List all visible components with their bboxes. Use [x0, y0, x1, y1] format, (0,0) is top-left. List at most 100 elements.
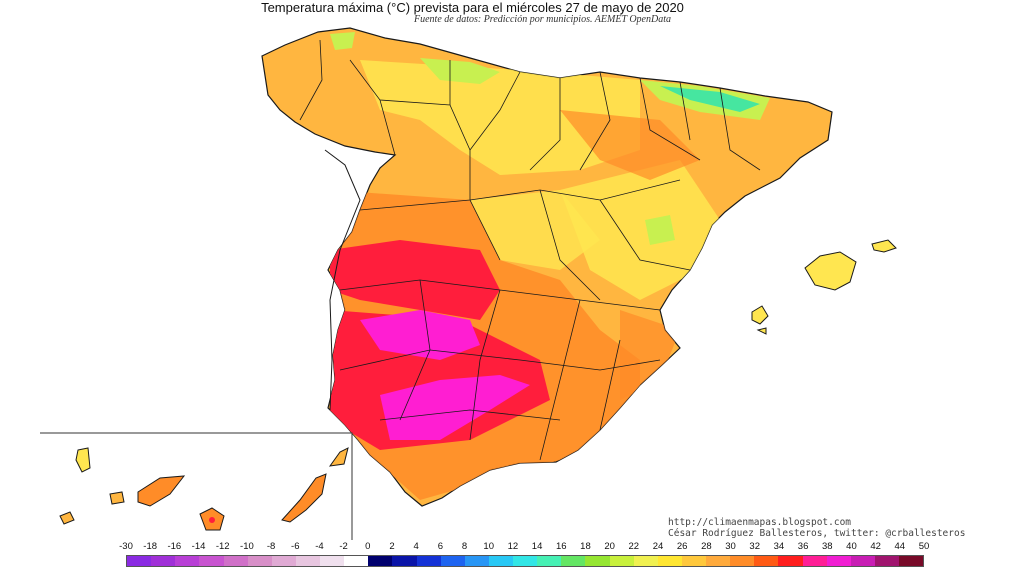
credits-url[interactable]: http://climaenmapas.blogspot.com: [668, 517, 852, 528]
cool-zone-cantabria: [420, 58, 500, 84]
legend-tick-label: 8: [461, 541, 468, 552]
island-lanzarote: [328, 447, 349, 467]
hot-spot-gran-canaria: [209, 517, 215, 523]
cool-zone-galicia: [330, 32, 355, 50]
mild-zone-center: [470, 190, 600, 270]
legend-swatch: [247, 556, 272, 566]
island-mallorca: [804, 251, 857, 291]
legend-tick-label: 14: [531, 541, 543, 552]
legend-tick-label: 28: [701, 541, 712, 552]
legend-tick-label: 0: [365, 541, 371, 552]
legend-tick-label: 36: [797, 541, 809, 552]
legend-tick-label: -16: [167, 541, 182, 552]
island-tenerife: [137, 475, 186, 507]
legend-tick-label: 32: [749, 541, 760, 552]
legend-swatch: [561, 556, 586, 566]
warm-zone-ebro: [560, 110, 700, 180]
island-la-palma: [75, 447, 91, 473]
legend-swatch: [151, 556, 176, 566]
legend-tick-label: 40: [846, 541, 857, 552]
legend-swatch: [681, 556, 706, 566]
cold-zone-pyrenees: [660, 86, 760, 112]
canary-inset-frame: [40, 432, 353, 540]
legend-swatch: [899, 556, 924, 566]
legend-swatch: [344, 556, 369, 566]
legend-swatch: [778, 556, 803, 566]
legend-tick-label: 16: [555, 541, 567, 552]
island-formentera: [756, 327, 767, 335]
mild-zone-iberian: [560, 160, 720, 300]
legend-swatch: [657, 556, 682, 566]
legend-swatch: [440, 556, 465, 566]
island-ibiza: [751, 305, 769, 325]
legend-swatch: [537, 556, 562, 566]
legend-swatch: [585, 556, 610, 566]
legend-tick-label: 10: [483, 541, 494, 552]
legend-tick-label: -18: [143, 541, 158, 552]
province-borders: [299, 39, 761, 461]
legend-tick-label: -30: [119, 541, 133, 552]
credits-author: César Rodríguez Ballesteros, twitter: @c…: [668, 528, 966, 539]
legend-swatch: [802, 556, 827, 566]
hot-zone-extremadura: [330, 240, 500, 320]
mild-zone-north: [360, 60, 640, 175]
legend-tick-label: 42: [870, 541, 881, 552]
legend-swatch: [754, 556, 779, 566]
legend-swatch: [271, 556, 296, 566]
legend-tick-label: 50: [918, 541, 930, 552]
legend-tick-label: 30: [725, 541, 736, 552]
very-hot-zone-north: [360, 310, 480, 360]
legend-tick-label: -12: [215, 541, 230, 552]
credits: http://climaenmapas.blogspot.com César R…: [668, 517, 965, 539]
legend-tick-label: 26: [676, 541, 688, 552]
legend-swatch: [874, 556, 899, 566]
legend-tick-label: 2: [389, 541, 395, 552]
legend-swatch: [368, 556, 393, 566]
legend-swatch: [609, 556, 634, 566]
legend-tick-label: -14: [191, 541, 206, 552]
legend-tick-label: -2: [339, 541, 348, 552]
island-la-gomera: [109, 491, 125, 505]
legend-tick-label: 12: [507, 541, 519, 552]
legend-tick-label: 24: [652, 541, 664, 552]
legend-tick-label: 38: [821, 541, 833, 552]
legend-tick-label: -6: [291, 541, 300, 552]
legend-swatch: [850, 556, 875, 566]
legend-tick-label: -4: [315, 541, 324, 552]
legend-swatch: [392, 556, 417, 566]
legend-tick-label: 18: [580, 541, 591, 552]
legend-swatch: [416, 556, 441, 566]
balearic-islands: [751, 239, 897, 335]
legend-swatch: [175, 556, 200, 566]
legend-swatch: [127, 556, 152, 566]
legend-swatch: [633, 556, 658, 566]
legend-color-scale: [126, 555, 924, 567]
legend-swatch: [223, 556, 248, 566]
legend-tick-label: 22: [628, 541, 640, 552]
legend-swatch: [826, 556, 851, 566]
legend-tick-label: 20: [604, 541, 615, 552]
legend-swatch: [320, 556, 345, 566]
canary-islands: [59, 447, 349, 531]
legend-tick-label: -10: [240, 541, 254, 552]
warm-zone-east: [620, 310, 680, 400]
legend-tick-label: 34: [773, 541, 785, 552]
map-subtitle: Fuente de datos: Predicción por municipi…: [414, 14, 671, 25]
island-el-hierro: [59, 511, 75, 525]
very-hot-zone-south: [380, 375, 530, 440]
legend-tick-label: 44: [894, 541, 906, 552]
map-title: Temperatura máxima (°C) prevista para el…: [261, 0, 684, 15]
legend-tick-label: 6: [437, 541, 443, 552]
legend-swatch: [464, 556, 489, 566]
legend-swatch: [730, 556, 755, 566]
legend-tick-label: 4: [413, 541, 419, 552]
island-menorca: [871, 239, 897, 253]
legend-swatch: [488, 556, 513, 566]
legend-tick-label: -8: [266, 541, 276, 552]
legend-swatch: [706, 556, 731, 566]
cool-zone-teruel: [645, 215, 675, 245]
legend-swatch: [199, 556, 224, 566]
legend-labels: -30 -18 -16 -14 -12 -10 -8 -6 -4 -2 0 2 4 6 8 10 12 14 16 1…: [0, 541, 1024, 555]
portugal-border: [324, 149, 361, 411]
